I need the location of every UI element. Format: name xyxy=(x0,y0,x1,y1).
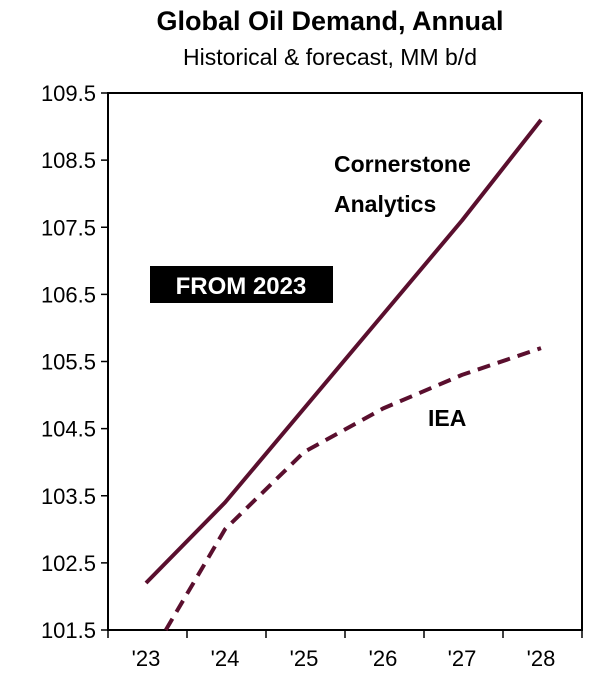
x-tick-label: '23 xyxy=(132,646,161,671)
y-tick-label: 102.5 xyxy=(41,551,96,576)
annotation-iea: IEA xyxy=(428,405,466,431)
x-tick-label: '27 xyxy=(448,646,477,671)
badge-label: FROM 2023 xyxy=(176,273,307,300)
x-tick-label: '24 xyxy=(211,646,240,671)
y-axis: 101.5 102.5 103.5 104.5 105.5 106.5 107.5 108.5… xyxy=(41,81,108,643)
chart-title: Global Oil Demand, Annual xyxy=(156,6,504,36)
y-tick-label: 103.5 xyxy=(41,484,96,509)
y-tick-label: 105.5 xyxy=(41,350,96,375)
chart-subtitle: Historical & forecast, MM b/d xyxy=(183,44,477,70)
badge-background xyxy=(150,266,333,303)
x-tick-label: '26 xyxy=(369,646,398,671)
y-tick-label: 109.5 xyxy=(41,81,96,106)
series-line-cornerstone-analytics xyxy=(144,118,543,585)
x-axis: '23 '24 '25 '26 '27 '28 xyxy=(107,630,583,671)
from-2023-badge: FROM 2023 xyxy=(150,266,333,303)
series-layer xyxy=(144,118,543,632)
y-tick-label: 104.5 xyxy=(41,417,96,442)
y-tick-label: 101.5 xyxy=(41,618,96,643)
y-tick-label: 107.5 xyxy=(41,215,96,240)
y-tick-label: 108.5 xyxy=(41,148,96,173)
x-tick-label: '28 xyxy=(527,646,556,671)
annotation-cornerstone: Cornerstone xyxy=(334,151,471,177)
x-tick-label: '25 xyxy=(290,646,319,671)
annotation-analytics: Analytics xyxy=(334,191,436,217)
y-tick-label: 106.5 xyxy=(41,282,96,307)
series-line-iea xyxy=(164,346,542,632)
